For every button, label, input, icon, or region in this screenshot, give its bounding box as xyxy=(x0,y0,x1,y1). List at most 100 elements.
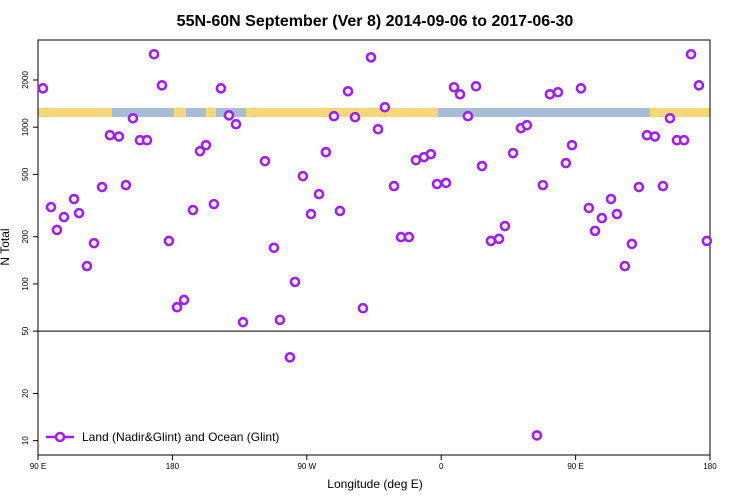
x-axis-label: Longitude (deg E) xyxy=(327,477,422,491)
y-tick-label: 50 xyxy=(21,326,30,335)
y-tick-label: 200 xyxy=(21,230,30,244)
plot-frame xyxy=(37,39,711,456)
point xyxy=(626,238,638,250)
point xyxy=(583,202,595,214)
point xyxy=(127,112,139,124)
point xyxy=(68,193,80,205)
point xyxy=(462,110,474,122)
y-tick-label: 1000 xyxy=(21,118,30,136)
point xyxy=(379,101,391,113)
point xyxy=(357,302,369,314)
y-axis-label: N Total xyxy=(0,228,12,265)
x-tick-label: 0 xyxy=(439,462,444,471)
point xyxy=(701,235,713,247)
point xyxy=(45,201,57,213)
point xyxy=(171,301,183,313)
point xyxy=(605,193,617,205)
point xyxy=(320,146,332,158)
point xyxy=(37,83,49,94)
point xyxy=(403,231,415,243)
point xyxy=(334,205,346,217)
chart-title: 55N-60N September (Ver 8) 2014-09-06 to … xyxy=(177,13,574,30)
point xyxy=(313,188,325,200)
point xyxy=(476,160,488,172)
point xyxy=(589,225,601,237)
point xyxy=(113,131,125,142)
point xyxy=(200,139,212,151)
y-tick-label: 500 xyxy=(21,167,30,181)
y-tick-label: 100 xyxy=(21,277,30,291)
point xyxy=(187,204,199,216)
point xyxy=(537,179,549,191)
point xyxy=(448,81,460,93)
point xyxy=(328,110,340,122)
point xyxy=(372,123,384,135)
point xyxy=(88,237,100,249)
point xyxy=(560,157,572,169)
point xyxy=(178,294,190,306)
point xyxy=(693,80,705,91)
point xyxy=(544,88,556,100)
point xyxy=(657,180,669,192)
ocean-band xyxy=(186,108,206,117)
x-tick-label: 90 E xyxy=(30,462,46,471)
point xyxy=(454,88,466,100)
point xyxy=(388,180,400,192)
point xyxy=(664,112,676,124)
point xyxy=(215,83,227,94)
point xyxy=(259,155,271,167)
point xyxy=(470,80,482,92)
point xyxy=(596,212,608,224)
point xyxy=(230,118,242,130)
ocean-band xyxy=(438,108,650,117)
legend-label: Land (Nadir&Glint) and Ocean (Glint) xyxy=(82,430,279,444)
point xyxy=(156,80,168,91)
point xyxy=(163,235,175,247)
point xyxy=(297,170,309,182)
point xyxy=(104,129,116,141)
point xyxy=(237,316,249,328)
point xyxy=(51,224,63,236)
y-tick-label: 2000 xyxy=(21,71,30,89)
point xyxy=(73,207,85,219)
surface-band xyxy=(38,108,710,117)
point xyxy=(678,134,690,146)
point xyxy=(208,198,220,210)
point xyxy=(289,276,301,288)
point xyxy=(531,430,543,441)
point xyxy=(274,314,286,326)
point xyxy=(342,85,354,97)
point xyxy=(552,86,564,98)
x-tick-label: 90 E xyxy=(567,462,583,471)
point xyxy=(633,181,645,193)
point xyxy=(440,177,452,189)
ocean-band xyxy=(112,108,174,117)
x-tick-label: 180 xyxy=(166,462,180,471)
point xyxy=(284,352,296,363)
point xyxy=(305,208,317,220)
point xyxy=(425,148,437,160)
point xyxy=(120,179,132,191)
point xyxy=(566,139,578,151)
point xyxy=(521,119,533,131)
point xyxy=(507,147,519,159)
point xyxy=(575,83,587,94)
point xyxy=(349,111,361,123)
point xyxy=(649,131,661,142)
point xyxy=(431,178,443,190)
y-tick-label: 20 xyxy=(21,388,30,397)
land-band xyxy=(38,108,710,117)
point xyxy=(365,52,377,63)
point xyxy=(619,260,631,272)
point xyxy=(96,181,108,193)
point xyxy=(685,48,697,60)
point xyxy=(493,233,505,245)
point xyxy=(223,110,235,121)
point xyxy=(485,235,497,247)
point xyxy=(58,211,70,223)
x-tick-label: 90 W xyxy=(297,462,316,471)
point xyxy=(611,208,623,220)
point xyxy=(499,220,511,232)
point xyxy=(268,242,280,254)
